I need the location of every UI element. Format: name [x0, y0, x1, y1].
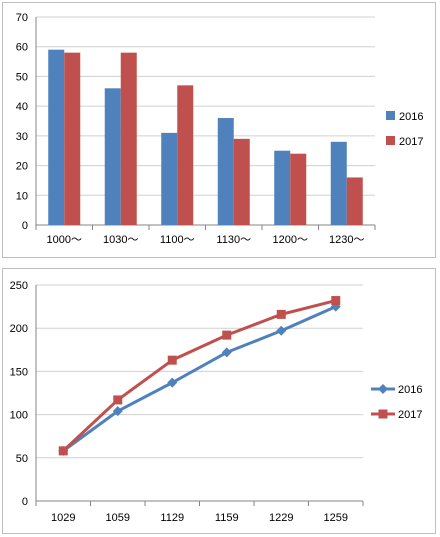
x-tick-label: 1159: [215, 512, 239, 524]
y-tick-label: 70: [16, 12, 28, 24]
x-tick-label: 1100〜: [160, 234, 195, 246]
series-line-2016: [62, 305, 337, 453]
legend-label: 2016: [398, 384, 422, 396]
x-tick-label: 1030〜: [103, 234, 138, 246]
x-tick-label: 1000〜: [47, 234, 82, 246]
line-chart: 0 50 100 150 200 250 1029 1059 1129 1159 1229 1259 2…: [10, 280, 423, 524]
legend-label: 2016: [399, 111, 423, 123]
bar-2016: [104, 88, 121, 225]
y-tick-label: 40: [16, 101, 28, 113]
y-tick-label: 150: [10, 366, 28, 378]
y-tick-label: 50: [16, 453, 28, 465]
bar-2016: [274, 150, 291, 225]
x-tick-label: 1259: [324, 512, 348, 524]
y-tick-label: 20: [16, 161, 28, 173]
bar-2017: [120, 52, 137, 226]
data-point-2017: [113, 395, 123, 405]
y-tick-label: 50: [16, 71, 28, 83]
bar-2016: [161, 132, 178, 225]
bar-2017: [233, 138, 250, 225]
bar-2017: [346, 177, 363, 225]
data-point-2017: [222, 330, 232, 340]
bar-2016: [217, 118, 234, 225]
data-point-2016: [221, 347, 232, 358]
legend-label: 2017: [399, 136, 423, 148]
x-tick-label: 1029: [51, 512, 75, 524]
y-tick-label: 100: [10, 410, 28, 422]
data-point-2016: [276, 325, 287, 336]
bar-2017: [64, 52, 81, 226]
y-tick-label: 30: [16, 131, 28, 143]
data-point-2017: [276, 309, 286, 319]
legend-label: 2017: [398, 409, 422, 421]
x-tick-label: 1230〜: [329, 234, 364, 246]
bar-chart: 0 10 20 30 40 50 60 70 1000〜 1030〜 1100〜 1130〜 1200〜…: [16, 12, 424, 246]
line-chart-panel: 0 50 100 150 200 250 1029 1059 1129 1159 1229 1259 2…: [2, 268, 436, 534]
data-point-2017: [167, 355, 177, 365]
bar-2016: [330, 141, 347, 225]
bar-2017: [290, 153, 307, 225]
data-point-2017: [58, 446, 68, 456]
legend-swatch-2016: [386, 111, 395, 120]
x-tick-label: 1129: [160, 512, 184, 524]
x-tick-label: 1200〜: [273, 234, 308, 246]
y-tick-label: 200: [10, 323, 28, 335]
legend-swatch-2017: [386, 136, 395, 145]
bar-chart-panel: 0 10 20 30 40 50 60 70 1000〜 1030〜 1100〜 1130〜 1200〜…: [2, 2, 436, 258]
y-tick-label: 0: [22, 220, 28, 232]
bar-2017: [177, 85, 194, 225]
data-point-2016: [112, 406, 123, 417]
x-tick-label: 1229: [269, 512, 293, 524]
x-tick-label: 1059: [106, 512, 130, 524]
legend-marker-2016: [378, 384, 388, 394]
y-tick-label: 0: [22, 496, 28, 508]
y-tick-label: 250: [10, 280, 28, 292]
data-point-2016: [167, 377, 178, 388]
data-point-2017: [331, 296, 341, 306]
legend-marker-2017: [378, 409, 388, 419]
x-tick-label: 1130〜: [216, 234, 251, 246]
y-tick-label: 60: [16, 42, 28, 54]
y-tick-label: 10: [16, 190, 28, 202]
series-line-2017: [62, 299, 337, 452]
bar-2016: [48, 49, 65, 225]
